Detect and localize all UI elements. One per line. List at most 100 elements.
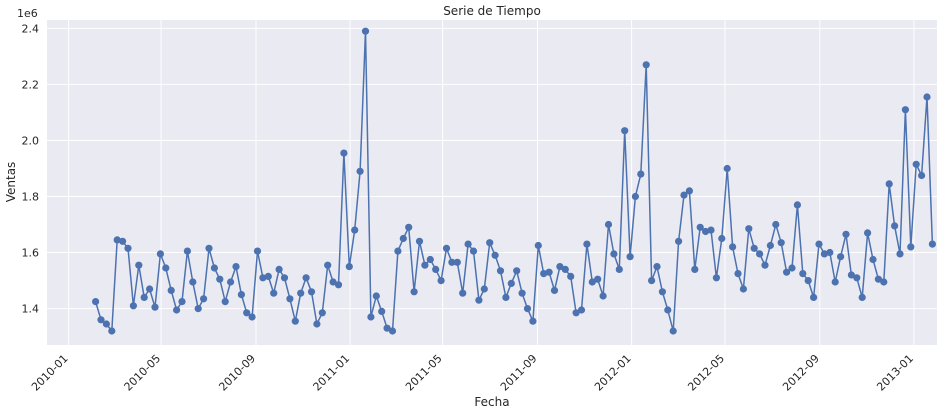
data-point	[491, 251, 499, 259]
data-point	[891, 222, 899, 230]
data-point	[885, 180, 893, 188]
data-point	[243, 309, 251, 317]
data-point	[621, 127, 629, 135]
data-point	[864, 229, 872, 237]
y-axis-label: Ventas	[4, 162, 18, 203]
data-point	[378, 307, 386, 315]
data-point	[232, 263, 240, 271]
data-point	[685, 187, 694, 195]
data-point	[459, 289, 467, 297]
y-tick-label: 1.6	[22, 247, 40, 260]
data-point	[437, 277, 445, 285]
data-point	[718, 234, 726, 243]
data-point	[648, 277, 656, 285]
data-point	[918, 171, 926, 180]
y-tick-label: 2.0	[22, 135, 40, 148]
data-point	[129, 302, 137, 310]
data-point	[480, 285, 488, 293]
data-point	[831, 278, 839, 286]
data-point	[783, 268, 791, 276]
data-point	[410, 288, 418, 296]
data-point	[340, 149, 348, 157]
data-point	[205, 244, 213, 252]
data-point	[388, 327, 397, 335]
data-point	[151, 303, 159, 311]
data-point	[124, 244, 132, 252]
data-point	[858, 293, 866, 301]
data-point	[631, 192, 640, 201]
data-point	[675, 237, 683, 245]
data-point	[135, 261, 143, 269]
data-point	[545, 268, 553, 276]
x-tick-label: 2011-05	[403, 352, 445, 394]
data-point	[302, 274, 310, 282]
data-point	[421, 261, 429, 269]
data-point	[415, 237, 424, 245]
data-point	[550, 286, 559, 294]
data-point	[275, 265, 283, 273]
data-point	[707, 226, 715, 234]
data-point	[680, 191, 688, 199]
data-point	[556, 263, 564, 271]
x-axis-ticks: 2010-01 2010-05 2010-09 2011-01 2011-05 2011-…	[29, 352, 916, 394]
data-point	[604, 220, 613, 229]
x-tick-label: 2013-01	[874, 352, 916, 394]
data-point	[712, 274, 721, 282]
data-point	[140, 293, 148, 301]
data-point	[334, 281, 343, 289]
data-point	[874, 275, 883, 283]
data-point	[534, 241, 542, 250]
data-point	[405, 223, 413, 231]
data-point	[329, 278, 337, 286]
data-point	[745, 225, 753, 233]
data-point	[502, 293, 510, 301]
data-point	[507, 279, 515, 287]
y-tick-label: 1.8	[22, 191, 40, 204]
data-point	[561, 265, 569, 273]
data-point	[642, 61, 650, 69]
data-point	[496, 267, 505, 275]
data-point	[432, 265, 440, 273]
data-point	[108, 327, 116, 335]
data-point	[361, 27, 370, 35]
data-point	[464, 240, 472, 248]
data-point	[615, 265, 623, 273]
data-point	[248, 313, 256, 321]
data-point	[842, 230, 850, 238]
data-point	[189, 278, 197, 286]
data-point	[146, 285, 154, 293]
y-offset-label: 1e6	[17, 7, 38, 20]
data-point	[626, 253, 634, 261]
data-point	[729, 243, 737, 251]
data-point	[119, 237, 127, 245]
data-point	[194, 305, 202, 313]
data-point	[102, 320, 110, 328]
data-point	[210, 264, 218, 272]
data-point	[788, 264, 796, 272]
data-point	[599, 292, 607, 300]
data-point	[448, 258, 456, 266]
data-point	[723, 164, 731, 173]
data-point	[529, 317, 537, 325]
data-point	[880, 278, 888, 286]
data-point	[264, 272, 272, 280]
y-tick-label: 2.4	[22, 22, 40, 35]
data-point	[113, 236, 121, 244]
x-gridlines	[68, 20, 915, 345]
y-tick-label: 1.4	[22, 303, 40, 316]
data-point	[291, 317, 299, 325]
data-point	[901, 106, 910, 114]
data-point	[572, 309, 580, 317]
x-tick-label: 2012-05	[685, 352, 727, 394]
data-point	[761, 261, 769, 269]
x-tick-label: 2012-09	[780, 352, 822, 394]
data-point	[345, 263, 353, 271]
data-point	[286, 295, 294, 303]
data-point	[750, 244, 758, 252]
data-point	[167, 286, 175, 294]
data-point	[253, 247, 262, 255]
x-tick-label: 2012-01	[592, 352, 634, 394]
data-point	[97, 316, 105, 324]
data-point	[513, 267, 521, 275]
